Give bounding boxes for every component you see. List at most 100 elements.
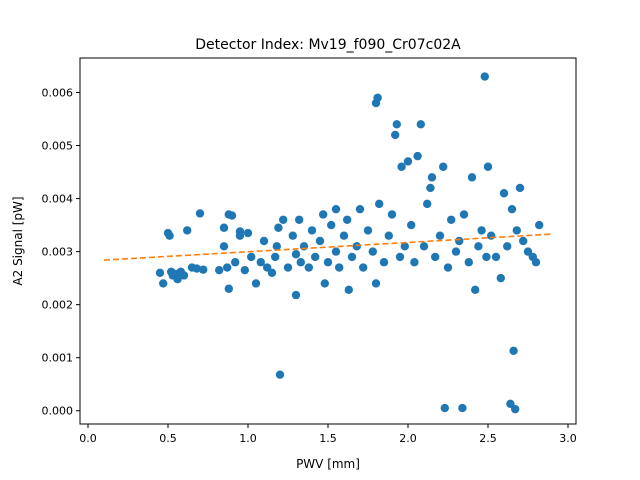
scatter-point [259,236,269,246]
scatter-point [359,263,368,272]
x-tick-label: 0.0 [79,432,97,445]
scatter-point [335,263,344,272]
x-tick-label: 1.0 [239,432,257,445]
scatter-point [458,403,467,413]
scatter-point [319,210,328,219]
scatter-point [344,285,353,294]
scatter-point [272,242,281,251]
scatter-point [327,220,336,230]
scatter-point [379,258,389,267]
chart-title: Detector Index: Mv19_f090_Cr07c02A [195,37,461,53]
scatter-point [499,189,509,198]
fit-line [103,233,553,261]
scatter-point [423,199,432,209]
scatter-point [443,263,453,272]
scatter-point [173,274,182,284]
scatter-point [231,258,240,267]
scatter-point [395,252,405,262]
y-axis-ticks: 0.000 0.001 0.002 0.003 0.004 0.005 0.006 [42,86,80,418]
y-tick-label: 0.006 [42,86,74,99]
scatter-point [512,226,521,235]
scatter-point [295,215,304,224]
scatter-point [373,93,382,102]
scatter-point [403,157,413,166]
scatter-point [413,151,422,161]
scatter-point [307,226,317,235]
scatter-point [368,247,377,256]
scatter-point [387,210,397,219]
x-axis-label: PWV [mm] [296,457,360,471]
scatter-point [251,279,261,288]
x-tick-label: 2.5 [479,432,497,445]
scatter-point [288,231,297,240]
scatter-point [243,228,253,238]
scatter-point [511,404,520,414]
scatter-point [227,211,237,220]
scatter-point [447,215,456,224]
scatter-point [339,231,349,240]
scatter-point [400,242,409,251]
scatter-point [515,183,525,193]
scatter-point [311,252,320,262]
x-axis-ticks: 0.0 0.5 1.0 1.5 2.0 2.5 3.0 [79,424,577,445]
scatter-point [291,290,301,300]
scatter-point [474,242,483,251]
scatter-point [371,279,381,288]
scatter-point [347,252,357,262]
scatter-point [274,223,283,232]
y-tick-label: 0.000 [42,405,74,418]
scatter-point [304,263,313,272]
scatter-point [435,231,445,240]
scatter-point [480,72,489,81]
scatter-point [535,220,544,230]
scatter-point [219,223,229,232]
scatter-point [407,220,416,230]
scatter-point [426,183,435,193]
scatter-point [375,199,384,209]
scatter-point [179,271,189,280]
scatter-point [431,252,440,262]
scatter-point [283,263,293,272]
scatter-point [155,268,165,278]
scatter-point [165,231,174,240]
scatter-point [247,252,256,262]
scatter-point [503,242,512,251]
scatter-point [343,215,352,224]
y-tick-label: 0.001 [42,352,74,365]
scatter-point [507,204,517,214]
x-tick-label: 1.5 [319,432,337,445]
scatter-point [267,268,277,278]
scatter-point [392,120,401,129]
scatter-point [195,209,205,218]
scatter-point [464,258,473,267]
scatter-point [391,130,400,140]
scatter-point [416,120,425,129]
scatter-point [352,242,361,251]
x-tick-label: 3.0 [559,432,577,445]
scatter-point [471,285,480,294]
scatter-point [215,265,224,275]
scatter-point [455,236,464,246]
scatter-point [483,162,493,171]
scatter-point [519,236,528,246]
plot-area [103,72,553,414]
scatter-point [183,226,192,235]
scatter-point [291,250,301,259]
scatter-point [397,162,406,171]
y-tick-label: 0.002 [42,299,74,312]
scatter-point [159,279,168,288]
scatter-point [440,403,449,413]
scatter-point [315,236,325,246]
scatter-point [419,242,429,251]
scatter-point [275,370,285,379]
scatter-point [459,210,469,219]
scatter-point [427,173,437,182]
scatter-point [192,264,201,273]
scatter-point [256,258,265,267]
scatter-point [199,265,208,274]
scatter-point [509,346,518,355]
scatter-point [271,252,280,262]
scatter-point [482,252,491,262]
scatter-point [491,252,501,262]
